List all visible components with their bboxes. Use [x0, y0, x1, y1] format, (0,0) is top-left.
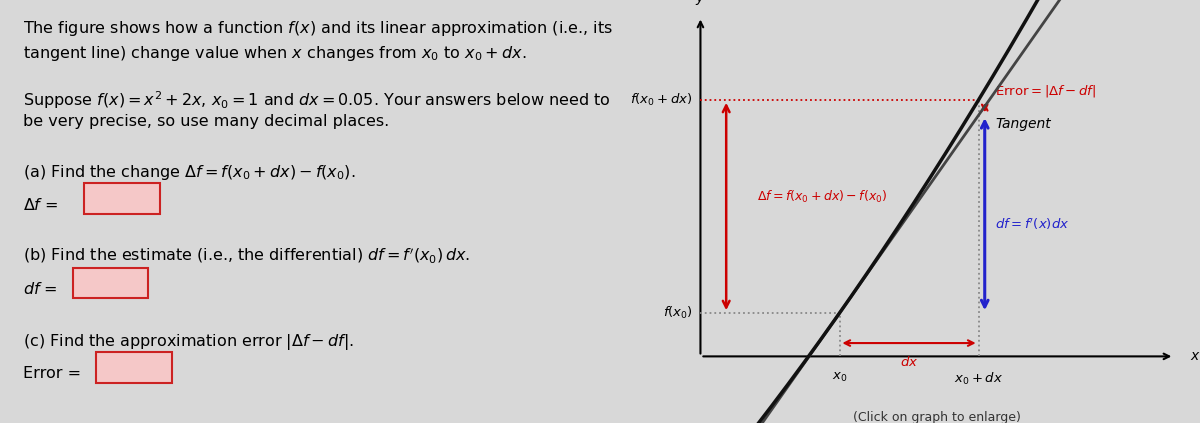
- Text: $dx$: $dx$: [900, 355, 918, 369]
- Text: Suppose $f(x) = x^2 + 2x$, $x_0 = 1$ and $dx = 0.05$. Your answers below need to: Suppose $f(x) = x^2 + 2x$, $x_0 = 1$ and…: [23, 89, 611, 110]
- Text: (Click on graph to enlarge): (Click on graph to enlarge): [853, 411, 1021, 423]
- Text: (a) Find the change $\Delta f = f(x_0 + dx) - f(x_0)$.: (a) Find the change $\Delta f = f(x_0 + …: [23, 163, 356, 182]
- Text: $f(x_0)$: $f(x_0)$: [662, 305, 692, 321]
- Text: $y$: $y$: [695, 0, 706, 7]
- Text: $x_0$: $x_0$: [832, 371, 847, 385]
- Text: be very precise, so use many decimal places.: be very precise, so use many decimal pla…: [23, 114, 390, 129]
- Bar: [96, 352, 172, 383]
- Text: $f(x_0+dx)$: $f(x_0+dx)$: [630, 92, 692, 108]
- Text: $\mathrm{Error}=|\Delta f-df|$: $\mathrm{Error}=|\Delta f-df|$: [995, 83, 1097, 99]
- Text: $df$ =: $df$ =: [23, 281, 58, 297]
- Bar: [73, 268, 149, 298]
- Text: $x_0+dx$: $x_0+dx$: [954, 371, 1003, 387]
- Text: Tangent: Tangent: [995, 117, 1051, 131]
- Bar: [84, 183, 160, 214]
- Text: Error =: Error =: [23, 366, 82, 381]
- Text: The figure shows how a function $f(x)$ and its linear approximation (i.e., its: The figure shows how a function $f(x)$ a…: [23, 19, 613, 38]
- Text: tangent line) change value when $x$ changes from $x_0$ to $x_0 + dx$.: tangent line) change value when $x$ chan…: [23, 44, 527, 63]
- Text: $df=f'(x)dx$: $df=f'(x)dx$: [995, 217, 1069, 232]
- Text: (c) Find the approximation error $|\Delta f - df|$.: (c) Find the approximation error $|\Delt…: [23, 332, 354, 352]
- Text: (b) Find the estimate (i.e., the differential) $df = f'(x_0)\, dx$.: (b) Find the estimate (i.e., the differe…: [23, 245, 470, 265]
- Text: $x$: $x$: [1189, 349, 1200, 363]
- Text: $\Delta f$ =: $\Delta f$ =: [23, 197, 59, 213]
- Text: $\Delta f = f(x_0+dx)-f(x_0)$: $\Delta f = f(x_0+dx)-f(x_0)$: [757, 189, 887, 205]
